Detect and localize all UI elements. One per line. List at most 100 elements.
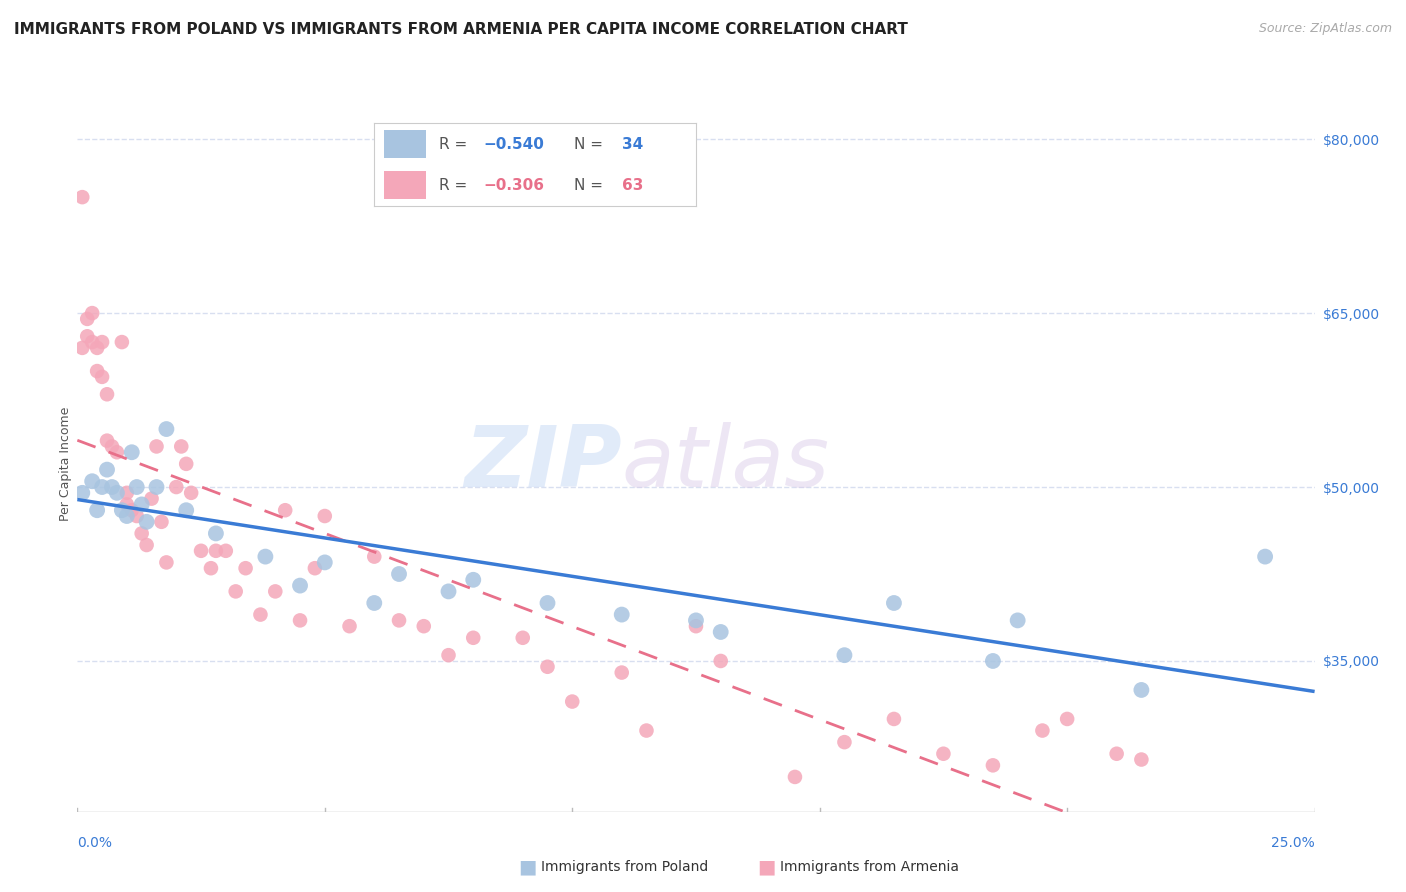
Point <box>388 567 411 582</box>
Point <box>86 364 108 378</box>
Point <box>174 457 197 471</box>
Point <box>131 497 153 511</box>
Point <box>561 694 583 708</box>
Point <box>141 491 163 506</box>
Point <box>883 596 905 610</box>
Point <box>205 526 228 541</box>
Point <box>111 334 134 349</box>
Point <box>437 648 460 662</box>
Point <box>314 555 336 569</box>
Text: ZIP: ZIP <box>464 422 621 506</box>
Point <box>115 497 138 511</box>
Point <box>125 480 148 494</box>
Text: Immigrants from Armenia: Immigrants from Armenia <box>780 860 959 874</box>
Point <box>115 485 138 500</box>
Point <box>76 312 98 326</box>
Point <box>96 434 118 448</box>
Point <box>636 723 658 738</box>
Point <box>200 561 222 575</box>
Point <box>235 561 257 575</box>
Text: ■: ■ <box>756 857 776 877</box>
Point <box>339 619 361 633</box>
Point <box>82 334 104 349</box>
Text: Source: ZipAtlas.com: Source: ZipAtlas.com <box>1258 22 1392 36</box>
Point <box>165 480 187 494</box>
Point <box>205 543 228 558</box>
Point <box>363 596 385 610</box>
Point <box>610 665 633 680</box>
Point <box>155 422 177 436</box>
Point <box>1105 747 1128 761</box>
Point <box>111 503 134 517</box>
Point <box>388 614 411 628</box>
Point <box>363 549 385 564</box>
Point <box>288 614 311 628</box>
Y-axis label: Per Capita Income: Per Capita Income <box>59 407 72 521</box>
Point <box>121 503 143 517</box>
Point <box>131 526 153 541</box>
Point <box>1007 614 1029 628</box>
Point <box>105 485 128 500</box>
Point <box>225 584 247 599</box>
Point <box>710 654 733 668</box>
Text: 0.0%: 0.0% <box>77 836 112 850</box>
Point <box>145 480 167 494</box>
Point <box>536 596 558 610</box>
Point <box>314 508 336 523</box>
Text: 25.0%: 25.0% <box>1271 836 1315 850</box>
Point <box>254 549 277 564</box>
Point <box>215 543 238 558</box>
Point <box>150 515 173 529</box>
Point <box>125 508 148 523</box>
Point <box>135 515 157 529</box>
Point <box>536 660 558 674</box>
Point <box>249 607 271 622</box>
Point <box>412 619 434 633</box>
Point <box>91 369 114 384</box>
Point <box>155 555 177 569</box>
Point <box>72 485 94 500</box>
Text: IMMIGRANTS FROM POLAND VS IMMIGRANTS FROM ARMENIA PER CAPITA INCOME CORRELATION : IMMIGRANTS FROM POLAND VS IMMIGRANTS FRO… <box>14 22 908 37</box>
Point <box>1130 683 1153 698</box>
Point <box>710 624 733 639</box>
Point <box>288 578 311 592</box>
Point <box>96 462 118 476</box>
Point <box>86 503 108 517</box>
Point <box>91 480 114 494</box>
Point <box>145 440 167 454</box>
Point <box>1031 723 1053 738</box>
Point <box>1254 549 1277 564</box>
Point <box>170 440 193 454</box>
Point <box>82 306 104 320</box>
Point <box>685 619 707 633</box>
Point <box>981 654 1004 668</box>
Point <box>82 474 104 488</box>
Point <box>190 543 212 558</box>
Point <box>76 329 98 343</box>
Point <box>101 440 124 454</box>
Point <box>101 480 124 494</box>
Point <box>685 614 707 628</box>
Point <box>115 508 138 523</box>
Point <box>264 584 287 599</box>
Point <box>783 770 806 784</box>
Point <box>1130 753 1153 767</box>
Point <box>437 584 460 599</box>
Point <box>834 648 856 662</box>
Point <box>180 485 202 500</box>
Text: Immigrants from Poland: Immigrants from Poland <box>541 860 709 874</box>
Text: ■: ■ <box>517 857 537 877</box>
Point <box>883 712 905 726</box>
Point <box>834 735 856 749</box>
Point <box>91 334 114 349</box>
Point <box>135 538 157 552</box>
Point <box>121 445 143 459</box>
Point <box>72 190 94 204</box>
Point <box>463 631 485 645</box>
Point <box>274 503 297 517</box>
Point <box>304 561 326 575</box>
Point <box>463 573 485 587</box>
Point <box>174 503 197 517</box>
Point <box>610 607 633 622</box>
Text: atlas: atlas <box>621 422 830 506</box>
